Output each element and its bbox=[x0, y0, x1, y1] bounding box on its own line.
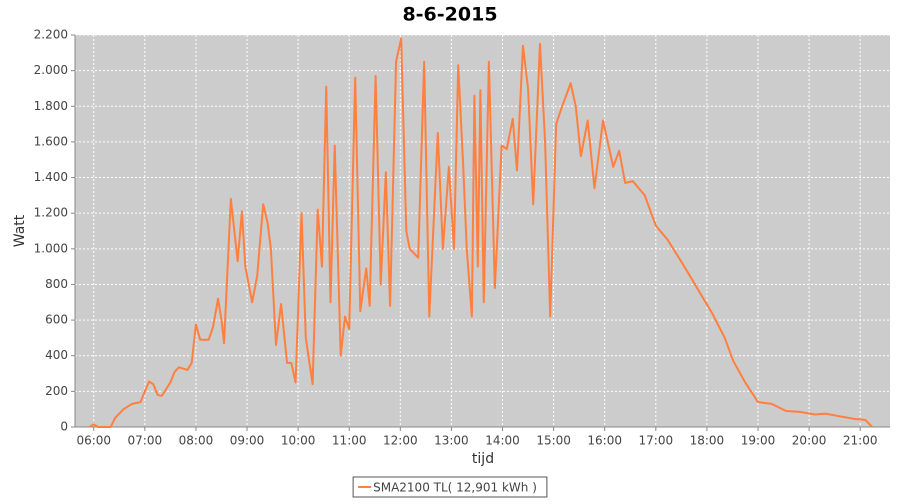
x-tick-label: 20:00 bbox=[792, 434, 827, 448]
chart-title: 8-6-2015 bbox=[402, 4, 497, 26]
x-tick-label: 13:00 bbox=[434, 434, 469, 448]
x-tick-label: 21:00 bbox=[843, 434, 878, 448]
y-tick-label: 1.000 bbox=[34, 241, 68, 255]
x-tick-label: 15:00 bbox=[536, 434, 571, 448]
x-tick-label: 07:00 bbox=[128, 434, 163, 448]
y-tick-label: 0 bbox=[60, 420, 68, 434]
x-tick-label: 19:00 bbox=[741, 434, 776, 448]
y-tick-label: 1.200 bbox=[34, 206, 68, 220]
legend-label: SMA2100 TL( 12,901 kWh ) bbox=[373, 481, 537, 495]
x-tick-label: 11:00 bbox=[332, 434, 367, 448]
x-axis-label: tijd bbox=[472, 451, 494, 467]
series-line bbox=[88, 37, 873, 428]
x-tick-label: 12:00 bbox=[383, 434, 418, 448]
y-tick-label: 1.600 bbox=[34, 134, 68, 148]
y-tick-label: 600 bbox=[45, 313, 68, 327]
y-tick-label: 1.400 bbox=[34, 170, 68, 184]
y-tick-label: 400 bbox=[45, 348, 68, 362]
x-tick-label: 06:00 bbox=[76, 434, 111, 448]
y-tick-label: 800 bbox=[45, 277, 68, 291]
x-tick-label: 10:00 bbox=[281, 434, 316, 448]
x-tick-label: 08:00 bbox=[179, 434, 214, 448]
y-tick-label: 200 bbox=[45, 384, 68, 398]
y-tick-label: 2.200 bbox=[34, 28, 68, 42]
legend-box bbox=[352, 476, 548, 498]
y-tick-label: 2.000 bbox=[34, 63, 68, 77]
x-tick-label: 14:00 bbox=[485, 434, 520, 448]
x-tick-label: 18:00 bbox=[690, 434, 725, 448]
y-tick-label: 1.800 bbox=[34, 99, 68, 113]
y-axis-label: Watt bbox=[12, 214, 28, 247]
legend: SMA2100 TL( 12,901 kWh ) bbox=[352, 476, 548, 498]
x-tick-label: 17:00 bbox=[639, 434, 674, 448]
x-tick-label: 09:00 bbox=[230, 434, 265, 448]
x-tick-label: 16:00 bbox=[587, 434, 622, 448]
